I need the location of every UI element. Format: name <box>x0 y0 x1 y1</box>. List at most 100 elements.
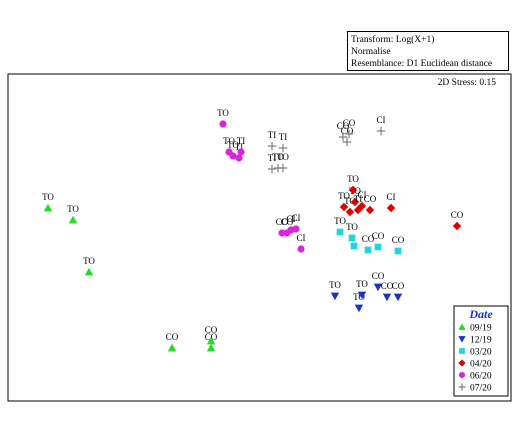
legend-title: Date <box>468 307 493 321</box>
legend: Date 09/19 12/19 03/20 04/20 06/20 07/20 <box>453 305 509 397</box>
point-label-0720-2: TO <box>272 152 284 162</box>
point-0420-0 <box>339 202 349 212</box>
point-0320-3 <box>364 246 372 254</box>
point-label-0919-5: CO <box>205 325 218 335</box>
point-1219-4 <box>382 293 392 302</box>
point-0420-6 <box>348 185 358 195</box>
legend-marker-0720 <box>458 383 466 391</box>
point-label-0320-3: CO <box>362 234 375 244</box>
point-1219-5 <box>393 293 403 302</box>
point-0720-3 <box>278 163 288 173</box>
point-label-0420-4: CI <box>358 190 367 200</box>
point-label-1219-2: TO <box>356 279 368 289</box>
point-label-0720-4: TI <box>279 132 288 142</box>
point-label-1219-0: TO <box>329 280 341 290</box>
point-0620-8 <box>292 225 300 233</box>
point-0720-6 <box>342 137 352 147</box>
point-1219-1 <box>354 304 364 313</box>
legend-marker-0420 <box>458 359 466 367</box>
point-label-0420-3: TI <box>354 194 363 204</box>
point-label-0620-4: TI <box>237 136 246 146</box>
point-label-0420-8: CO <box>451 210 464 220</box>
point-label-0620-2: TO <box>227 140 239 150</box>
point-label-0320-1: TO <box>346 222 358 232</box>
point-0320-1 <box>348 234 356 242</box>
point-label-0620-3: TI <box>235 142 244 152</box>
point-0320-4 <box>374 243 382 251</box>
point-label-0620-1: TO <box>223 136 235 146</box>
plot-frame <box>7 73 512 402</box>
point-0420-2 <box>350 197 360 207</box>
point-label-0320-5: CO <box>392 235 405 245</box>
point-label-0919-2: TO <box>83 256 95 266</box>
point-label-1219-3: CO <box>372 271 385 281</box>
point-label-0919-3: CO <box>166 332 179 342</box>
point-1219-3 <box>373 283 383 292</box>
scatter-points: TOTOTOCOCOCOTOTOTOCOCOCOTOTOCOCOCOTOTOTO… <box>42 108 464 352</box>
point-0320-0 <box>336 228 344 236</box>
point-0620-2 <box>229 152 237 160</box>
point-0420-8 <box>452 221 462 231</box>
point-label-1219-4: CO <box>381 281 394 291</box>
legend-label-0620: 06/20 <box>470 372 492 382</box>
point-label-1219-5: CO <box>392 281 405 291</box>
point-label-0420-1: TO <box>344 196 356 206</box>
point-0620-9 <box>297 245 305 253</box>
point-0320-5 <box>394 247 402 255</box>
point-label-0420-7: CI <box>387 192 396 202</box>
legend-marker-0919 <box>458 323 466 330</box>
point-0919-5 <box>206 336 216 345</box>
transform-info-box: Transform: Log(X+1) Normalise Resemblanc… <box>347 31 509 71</box>
point-0919-0 <box>43 203 53 212</box>
legend-marker-1219 <box>458 336 466 343</box>
point-0720-7 <box>344 129 354 139</box>
legend-label-0720: 07/20 <box>470 384 492 394</box>
point-label-0620-6: CO <box>281 217 294 227</box>
point-label-0720-3: TO <box>277 152 289 162</box>
stress-label: 2D Stress: 0.15 <box>438 78 497 88</box>
point-0720-8 <box>376 126 386 136</box>
point-label-0720-0: TI <box>268 130 277 140</box>
point-0720-1 <box>267 164 277 174</box>
point-0919-1 <box>68 215 78 224</box>
transform-text: Transform: Log(X+1) <box>351 35 435 45</box>
point-label-0320-0: TO <box>334 216 346 226</box>
point-1219-0 <box>330 292 340 301</box>
point-0620-5 <box>278 229 286 237</box>
point-0320-2 <box>350 242 358 250</box>
point-label-0720-6: CO <box>341 126 354 136</box>
point-0919-2 <box>84 267 94 276</box>
point-0919-4 <box>206 343 216 352</box>
point-label-0720-8: CI <box>377 115 386 125</box>
resemblance-text: Resemblance: D1 Euclidean distance <box>351 59 493 69</box>
point-1219-2 <box>357 291 367 300</box>
point-0420-5 <box>365 205 375 215</box>
point-label-0720-1: TI <box>268 153 277 163</box>
point-label-0720-7: CO <box>343 118 356 128</box>
legend-label-0420: 04/20 <box>470 360 492 370</box>
legend-label-0919: 09/19 <box>470 324 492 334</box>
point-0420-1 <box>345 207 355 217</box>
point-label-0420-0: TO <box>338 191 350 201</box>
point-0620-0 <box>219 120 227 128</box>
point-0720-4 <box>278 143 288 153</box>
point-label-0720-5: CO <box>337 121 350 131</box>
point-0620-4 <box>237 148 245 156</box>
point-0420-4 <box>357 201 367 211</box>
point-0620-3 <box>235 154 243 162</box>
legend-label-1219: 12/19 <box>470 336 492 346</box>
point-label-0620-5: CO <box>276 217 289 227</box>
point-label-0620-0: TO <box>217 108 229 118</box>
point-label-0919-1: TO <box>67 204 79 214</box>
point-0420-7 <box>386 203 396 213</box>
point-label-0919-0: TO <box>42 192 54 202</box>
point-label-0620-7: CI <box>287 214 296 224</box>
legend-label-0320: 03/20 <box>470 348 492 358</box>
point-0720-5 <box>338 132 348 142</box>
point-label-0919-4: CO <box>205 332 218 342</box>
point-label-0620-9: CI <box>297 233 306 243</box>
legend-marker-0620 <box>458 371 466 379</box>
point-label-0320-4: CO <box>372 231 385 241</box>
point-0919-3 <box>167 343 177 352</box>
